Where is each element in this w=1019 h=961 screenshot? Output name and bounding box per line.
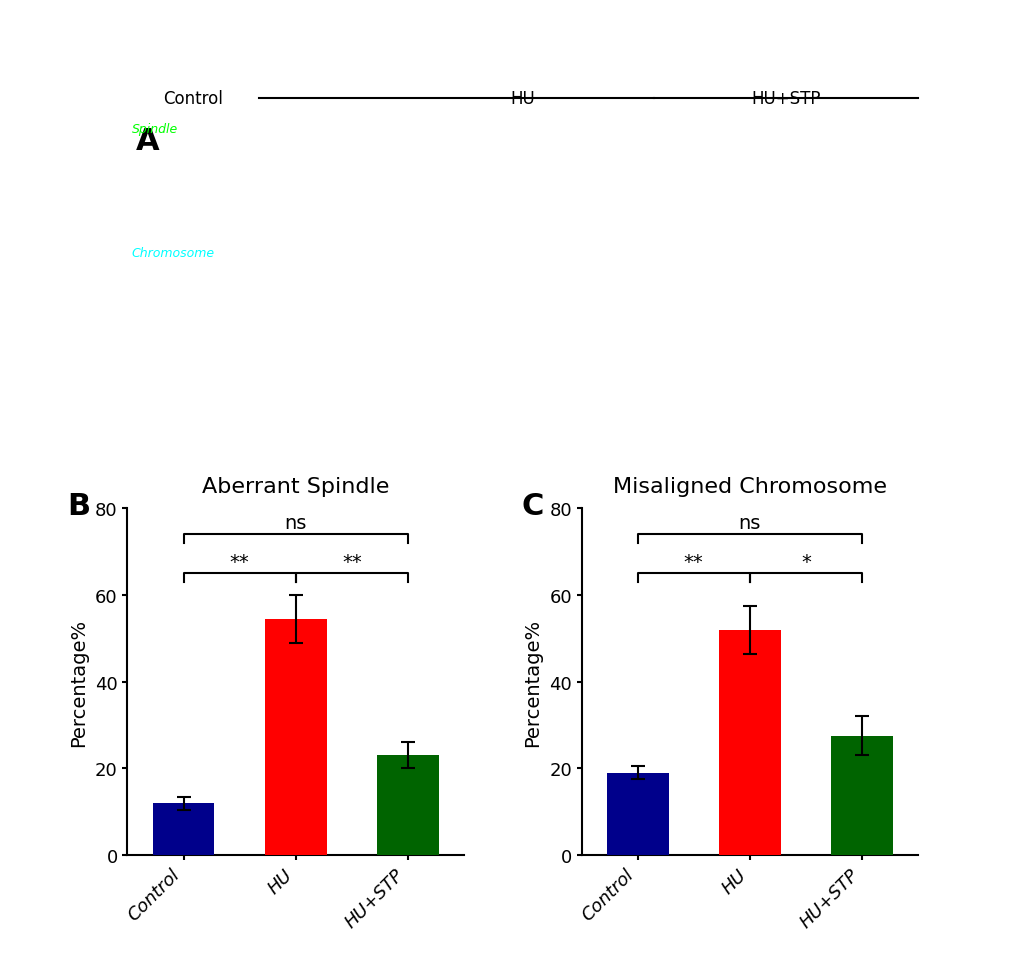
- Text: Chromosome: Chromosome: [131, 247, 214, 259]
- Text: ns: ns: [284, 513, 307, 532]
- Text: *: *: [800, 553, 810, 572]
- Text: **: **: [341, 553, 362, 572]
- Bar: [153, 803, 214, 855]
- Bar: [377, 755, 438, 855]
- Title: Misaligned Chromosome: Misaligned Chromosome: [612, 476, 886, 496]
- Text: Spindle: Spindle: [131, 123, 177, 136]
- Text: Merge: Merge: [131, 371, 170, 383]
- Text: A: A: [136, 127, 159, 156]
- Text: B: B: [67, 491, 90, 521]
- Bar: [862, 484, 902, 487]
- Text: Control: Control: [163, 89, 223, 108]
- Text: HU+STP: HU+STP: [751, 89, 820, 108]
- Text: **: **: [229, 553, 250, 572]
- Text: C: C: [521, 491, 543, 521]
- Text: **: **: [683, 553, 703, 572]
- Bar: [718, 630, 780, 855]
- Bar: [830, 736, 892, 855]
- Bar: [265, 619, 326, 855]
- Title: Aberrant Spindle: Aberrant Spindle: [202, 476, 389, 496]
- Text: HU: HU: [510, 89, 535, 108]
- Y-axis label: Percentage%: Percentage%: [523, 618, 542, 746]
- Text: ns: ns: [738, 513, 760, 532]
- Bar: [606, 773, 667, 855]
- Y-axis label: Percentage%: Percentage%: [69, 618, 88, 746]
